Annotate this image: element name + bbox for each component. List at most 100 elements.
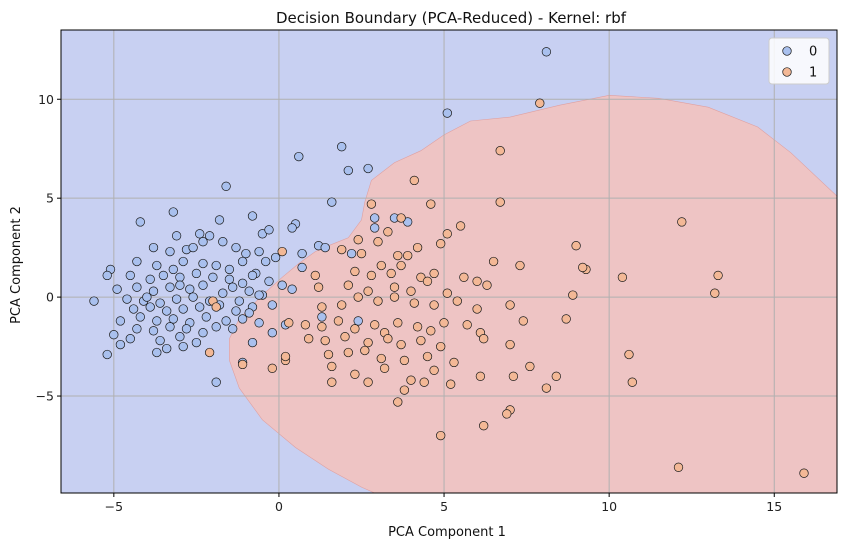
legend-box bbox=[768, 37, 830, 85]
scatter-point-class-1 bbox=[327, 361, 337, 372]
scatter-point-class-1 bbox=[515, 260, 525, 271]
scatter-point-class-0 bbox=[237, 256, 248, 267]
scatter-point-class-1 bbox=[495, 146, 505, 156]
scatter-point-class-0 bbox=[109, 330, 119, 340]
x-axis: −5 0 5 10 15 bbox=[105, 493, 782, 514]
scatter-point-class-1 bbox=[337, 300, 347, 310]
scatter-point-class-1 bbox=[426, 199, 436, 209]
chart-title: Decision Boundary (PCA-Reduced) - Kernel… bbox=[276, 9, 627, 27]
scatter-point-class-0 bbox=[115, 339, 126, 350]
legend-label-1: 1 bbox=[809, 66, 817, 81]
y-axis-title: PCA Component 2 bbox=[9, 206, 24, 324]
scatter-point-class-1 bbox=[535, 98, 545, 108]
scatter-point-class-1 bbox=[376, 353, 386, 364]
scatter-point-class-0 bbox=[102, 270, 112, 281]
scatter-point-class-1 bbox=[518, 316, 528, 326]
scatter-point-class-0 bbox=[221, 316, 231, 326]
legend: 01 bbox=[768, 37, 830, 85]
scatter-point-class-0 bbox=[211, 322, 221, 332]
scatter-point-class-0 bbox=[297, 248, 307, 259]
scatter-point-class-1 bbox=[624, 349, 634, 360]
scatter-point-class-1 bbox=[436, 239, 446, 249]
scatter-point-class-0 bbox=[267, 300, 277, 310]
scatter-point-class-1 bbox=[204, 347, 215, 358]
scatter-point-class-1 bbox=[416, 335, 426, 346]
scatter-point-class-1 bbox=[578, 262, 588, 273]
scatter-point-class-1 bbox=[551, 371, 561, 381]
scatter-point-class-0 bbox=[247, 337, 258, 348]
scatter-point-class-1 bbox=[373, 237, 383, 247]
scatter-point-class-0 bbox=[188, 292, 198, 302]
scatter-point-class-0 bbox=[165, 282, 175, 292]
scatter-point-class-0 bbox=[155, 298, 165, 308]
scatter-point-class-1 bbox=[340, 332, 350, 342]
scatter-point-class-1 bbox=[799, 468, 809, 478]
scatter-point-class-0 bbox=[442, 108, 452, 118]
scatter-point-class-0 bbox=[198, 328, 208, 338]
scatter-point-class-0 bbox=[135, 217, 145, 227]
scatter-point-class-1 bbox=[393, 397, 403, 407]
scatter-point-class-1 bbox=[373, 296, 383, 306]
scatter-point-class-1 bbox=[677, 217, 687, 227]
y-tick-label: −5 bbox=[36, 389, 54, 404]
scatter-point-class-1 bbox=[472, 304, 482, 314]
scatter-point-class-0 bbox=[115, 316, 126, 326]
scatter-point-class-1 bbox=[419, 377, 429, 387]
scatter-point-class-0 bbox=[201, 312, 211, 322]
scatter-point-class-1 bbox=[505, 300, 515, 310]
scatter-point-class-0 bbox=[171, 231, 182, 241]
scatter-point-class-0 bbox=[125, 270, 135, 281]
scatter-point-class-1 bbox=[412, 242, 423, 253]
scatter-point-class-0 bbox=[148, 286, 159, 296]
scatter-point-class-0 bbox=[277, 280, 287, 290]
scatter-point-class-1 bbox=[446, 379, 456, 389]
scatter-point-class-0 bbox=[327, 197, 337, 207]
scatter-point-class-1 bbox=[713, 270, 723, 281]
scatter-point-class-1 bbox=[422, 351, 433, 362]
scatter-point-class-0 bbox=[237, 278, 248, 288]
y-tick-label: 10 bbox=[38, 92, 54, 107]
scatter-point-class-0 bbox=[320, 242, 330, 253]
scatter-point-class-0 bbox=[175, 332, 185, 342]
scatter-point-class-0 bbox=[165, 322, 175, 332]
scatter-point-class-1 bbox=[393, 318, 403, 328]
scatter-point-class-1 bbox=[323, 349, 334, 360]
grid bbox=[61, 30, 837, 493]
x-tick-label: 5 bbox=[440, 499, 448, 514]
scatter-point-class-0 bbox=[214, 215, 225, 225]
scatter-point-class-1 bbox=[343, 280, 353, 290]
scatter-point-class-0 bbox=[102, 349, 112, 360]
scatter-point-class-1 bbox=[393, 250, 403, 261]
scatter-point-class-0 bbox=[261, 256, 271, 267]
scatter-point-class-0 bbox=[317, 312, 327, 322]
scatter-point-class-1 bbox=[363, 337, 373, 348]
scatter-point-class-0 bbox=[158, 270, 169, 281]
scatter-point-class-1 bbox=[472, 276, 482, 286]
scatter-point-class-0 bbox=[337, 142, 347, 152]
scatter-point-class-1 bbox=[277, 246, 287, 257]
scatter-point-class-1 bbox=[211, 302, 221, 312]
scatter-point-class-1 bbox=[568, 290, 578, 300]
y-tick-label: 0 bbox=[46, 290, 54, 305]
scatter-point-class-1 bbox=[439, 318, 449, 328]
scatter-point-class-1 bbox=[571, 241, 581, 251]
scatter-point-class-0 bbox=[168, 207, 178, 217]
scatter-point-class-1 bbox=[360, 345, 370, 356]
scatter-point-class-1 bbox=[370, 320, 380, 330]
scatter-point-class-1 bbox=[379, 363, 390, 373]
scatter-point-class-1 bbox=[673, 462, 684, 472]
scatter-point-class-1 bbox=[389, 282, 400, 292]
scatter-point-class-1 bbox=[317, 322, 327, 332]
scatter-point-class-0 bbox=[237, 314, 248, 324]
scatter-point-class-1 bbox=[452, 296, 462, 306]
scatter-point-class-1 bbox=[363, 377, 373, 387]
scatter-point-class-0 bbox=[211, 260, 221, 271]
scatter-point-class-1 bbox=[333, 316, 344, 326]
scatter-point-class-1 bbox=[502, 409, 512, 419]
scatter-point-class-0 bbox=[132, 256, 142, 267]
scatter-point-class-1 bbox=[386, 268, 396, 279]
scatter-point-class-1 bbox=[337, 244, 347, 255]
scatter-point-class-1 bbox=[399, 385, 410, 395]
scatter-point-class-1 bbox=[366, 270, 377, 281]
scatter-point-class-1 bbox=[353, 292, 363, 302]
